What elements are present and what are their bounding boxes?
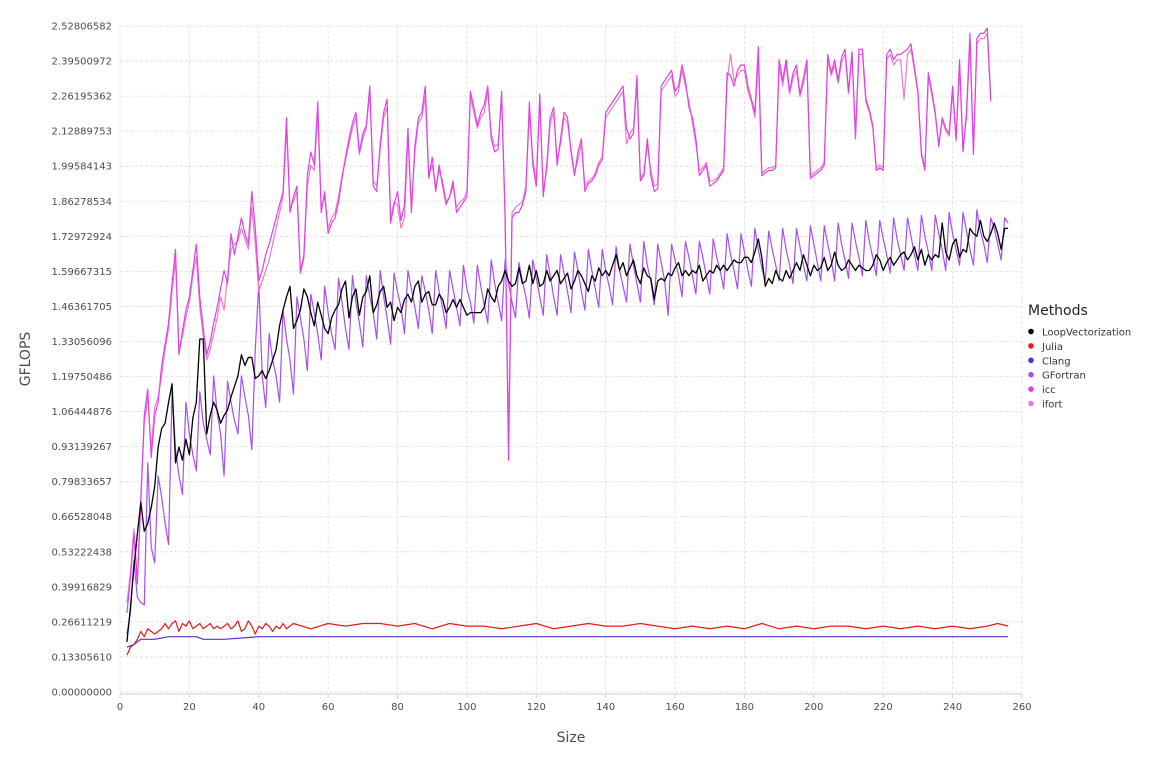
legend-label: GFortran [1042, 371, 1086, 382]
y-tick-label: 1.06444876 [52, 407, 112, 418]
x-axis-title: Size [557, 730, 586, 746]
y-tick-label: 0.26611219 [52, 617, 112, 628]
y-tick-label: 1.86278534 [52, 197, 112, 208]
x-tick-label: 200 [804, 702, 823, 713]
x-tick-label: 160 [666, 702, 685, 713]
x-tick-label: 40 [252, 702, 265, 713]
x-tick-label: 20 [183, 702, 196, 713]
y-tick-label: 2.52806582 [52, 22, 112, 33]
y-tick-label: 0.39916829 [52, 582, 112, 593]
x-tick-label: 80 [391, 702, 404, 713]
y-tick-label: 0.79833657 [52, 477, 112, 488]
legend-label: icc [1042, 385, 1056, 396]
x-tick-label: 260 [1012, 702, 1031, 713]
y-tick-label: 0.66528048 [52, 512, 112, 523]
x-tick-label: 240 [943, 702, 962, 713]
y-tick-label: 1.59667315 [52, 267, 112, 278]
legend-swatch [1028, 343, 1034, 349]
x-tick-label: 100 [457, 702, 476, 713]
legend-swatch [1028, 371, 1034, 378]
y-tick-label: 0.13305610 [52, 652, 112, 663]
y-tick-label: 0.93139267 [52, 442, 112, 453]
y-tick-label: 2.39500972 [52, 57, 112, 68]
y-axis-title: GFLOPS [18, 332, 34, 387]
series-lines [126, 27, 1009, 656]
series-line-gfortran [126, 209, 1009, 635]
y-tick-label: 2.12889753 [52, 127, 112, 138]
legend-swatch [1028, 328, 1034, 335]
y-tick-label: 1.46361705 [52, 302, 112, 313]
series-line-loopvectorization [126, 219, 1009, 643]
y-tick-label: 1.72972924 [52, 232, 112, 243]
x-tick-label: 120 [527, 702, 546, 713]
legend-label: ifort [1042, 400, 1063, 411]
legend-label: Clang [1042, 356, 1071, 367]
x-tick-label: 0 [117, 702, 123, 713]
x-tick-label: 220 [874, 702, 893, 713]
y-tick-label: 1.19750486 [52, 372, 112, 383]
axes: 0.00000000 0.13305610 0.26611219 0.39916829… [52, 22, 1032, 714]
legend: Methods LoopVectorization Julia Clang GFort… [1028, 303, 1131, 411]
series-line-clang [126, 636, 1009, 648]
legend-swatch [1028, 357, 1034, 364]
y-tick-label: 2.26195362 [52, 92, 112, 103]
series-line-icc [126, 27, 992, 614]
y-tick-label: 1.33056096 [52, 337, 112, 348]
x-tick-label: 140 [596, 702, 615, 713]
x-tick-label: 180 [735, 702, 754, 713]
series-line-julia [126, 620, 1009, 656]
legend-label: LoopVectorization [1042, 328, 1131, 339]
x-tick-label: 60 [322, 702, 335, 713]
legend-title: Methods [1028, 303, 1088, 319]
legend-label: Julia [1041, 342, 1063, 353]
y-tick-label: 0.00000000 [52, 688, 112, 699]
y-tick-label: 0.53222438 [52, 547, 112, 558]
y-tick-label: 1.99584143 [52, 162, 112, 173]
legend-swatch [1028, 400, 1034, 407]
legend-swatch [1028, 386, 1034, 392]
